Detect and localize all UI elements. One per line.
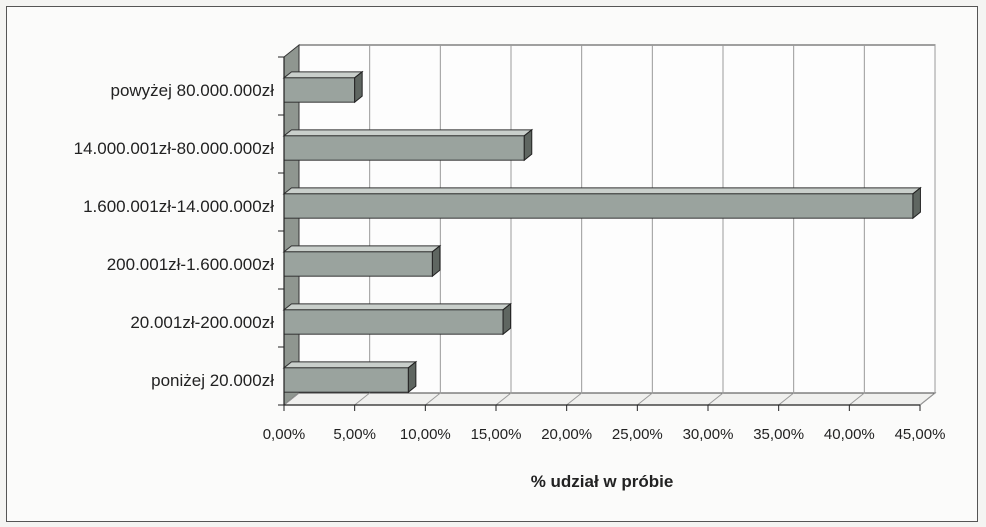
x-tick-label: 25,00% <box>612 426 663 443</box>
category-label: 1.600.001zł-14.000.000zł <box>83 197 274 216</box>
back-wall <box>298 44 936 394</box>
bar-top <box>282 303 512 311</box>
axes <box>278 56 921 411</box>
x-tick-label: 40,00% <box>824 426 875 443</box>
bar-top <box>282 129 534 137</box>
bar-front <box>283 309 504 335</box>
bars <box>282 70 922 394</box>
category-label: powyżej 80.000.000zł <box>110 81 274 100</box>
floor-gridline <box>495 392 512 406</box>
bar <box>282 302 512 336</box>
bar-front <box>283 367 409 393</box>
x-tick-labels: 0,00% 5,00% 10,00% 15,00% 20,00% 25,00% 30,00%… <box>263 426 946 443</box>
category-label: 20.001zł-200.000zł <box>130 313 274 332</box>
bar <box>282 128 534 162</box>
bar-front <box>283 135 525 161</box>
bar <box>282 186 922 220</box>
category-label: 14.000.001zł-80.000.000zł <box>74 139 275 158</box>
floor-gridline <box>566 392 582 406</box>
category-labels: powyżej 80.000.000zł 14.000.001zł-80.000.… <box>74 81 275 390</box>
x-tick-label: 30,00% <box>683 426 734 443</box>
bar-end <box>523 128 533 162</box>
floor-gridline <box>354 392 370 406</box>
floor <box>282 392 937 406</box>
bar-front <box>283 193 914 219</box>
bar <box>282 70 364 104</box>
x-tick-label: 15,00% <box>471 426 522 443</box>
gridlines <box>283 45 936 406</box>
bar <box>282 360 418 394</box>
bar-top <box>282 245 442 253</box>
bar-end <box>354 70 363 104</box>
bar-top <box>282 71 364 79</box>
x-tick-label: 10,00% <box>400 426 451 443</box>
bar-front <box>283 251 433 277</box>
floor-gridline <box>283 392 300 406</box>
x-axis-title: % udział w próbie <box>531 472 674 491</box>
bar-end <box>431 244 441 278</box>
floor-gridline <box>849 392 865 406</box>
x-tick-label: 5,00% <box>333 426 376 443</box>
floor-gridline <box>707 392 724 406</box>
category-label: 200.001zł-1.600.000zł <box>107 255 275 274</box>
bar-front <box>283 77 356 103</box>
bar-end <box>502 302 512 336</box>
bar-top <box>282 187 922 195</box>
floor-gridline <box>778 392 794 406</box>
floor-gridline <box>425 392 441 406</box>
bar-end <box>912 186 921 220</box>
bar-end <box>407 360 417 394</box>
x-tick-label: 20,00% <box>541 426 592 443</box>
floor-gridline <box>637 392 653 406</box>
x-tick-label: 0,00% <box>263 426 306 443</box>
x-tick-label: 45,00% <box>895 426 946 443</box>
bar-top <box>282 361 418 369</box>
bar <box>282 244 442 278</box>
category-label: poniżej 20.000zł <box>151 371 274 390</box>
floor-gridline <box>919 392 936 406</box>
x-tick-label: 35,00% <box>753 426 804 443</box>
plot-area <box>282 43 937 407</box>
